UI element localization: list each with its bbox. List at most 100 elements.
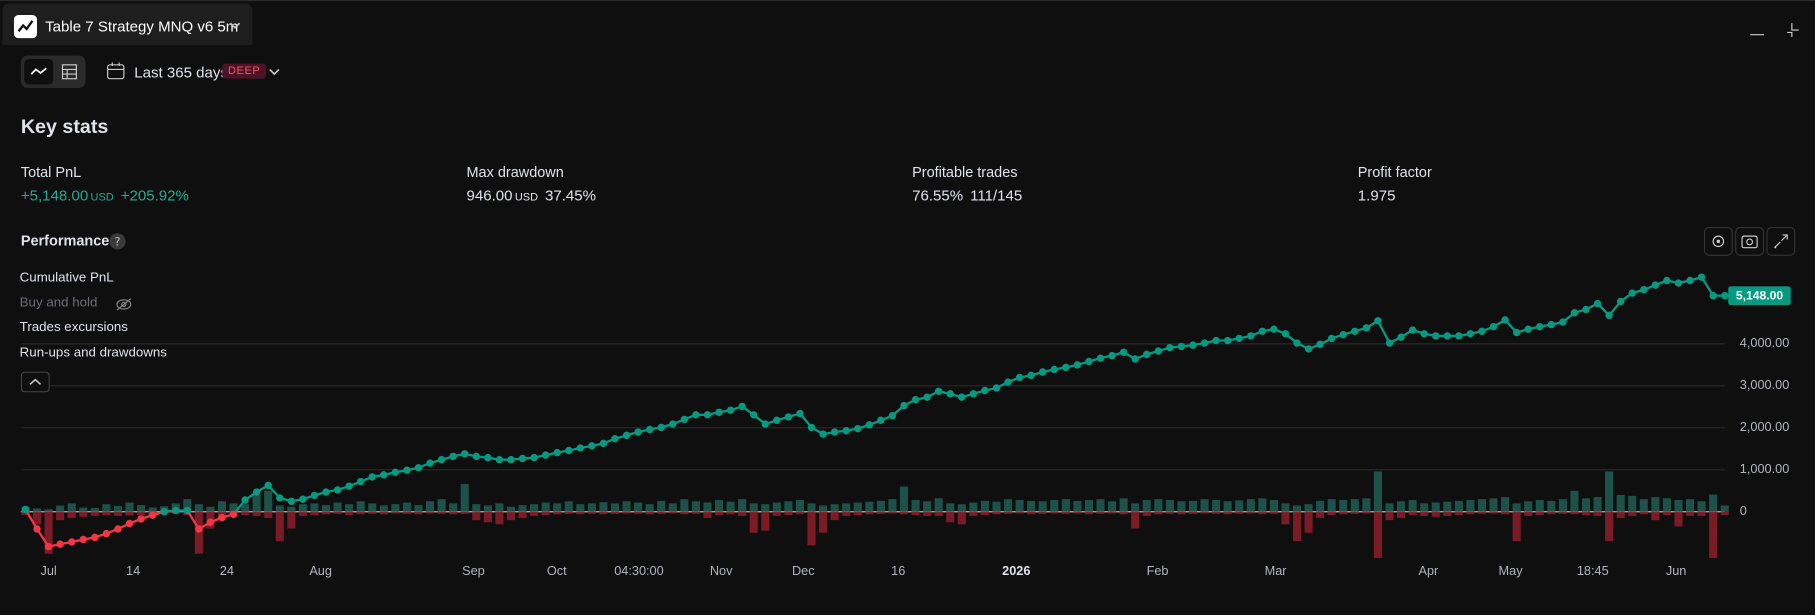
point bbox=[692, 411, 700, 419]
run-up-bar bbox=[1674, 500, 1683, 512]
run-up-bar bbox=[680, 499, 689, 512]
point bbox=[796, 409, 804, 418]
drawdown-bar bbox=[1119, 511, 1128, 515]
drawdown-bar bbox=[1015, 511, 1024, 514]
drawdown-bar bbox=[680, 511, 689, 515]
y-tick-label: 2,000.00 bbox=[1740, 419, 1790, 434]
point bbox=[79, 535, 87, 544]
run-up-bar bbox=[495, 503, 504, 512]
drawdown-bar bbox=[1697, 511, 1706, 516]
point bbox=[703, 411, 712, 419]
drawdown-bar bbox=[1408, 511, 1417, 516]
point bbox=[1050, 365, 1058, 374]
point bbox=[923, 393, 931, 401]
stat-value: +5,148.00 USD +205.92% bbox=[21, 186, 189, 203]
run-up-bar bbox=[1466, 500, 1475, 512]
drawdown-bar bbox=[1385, 511, 1394, 521]
point bbox=[680, 415, 689, 424]
run-up-bar bbox=[264, 490, 273, 512]
run-up-bar bbox=[1477, 499, 1487, 512]
calendar-icon[interactable] bbox=[106, 61, 125, 80]
window-controls[interactable] bbox=[1748, 21, 1806, 40]
run-up-bar bbox=[726, 501, 735, 512]
eye-off-icon[interactable] bbox=[116, 297, 132, 311]
legend-item[interactable]: Buy and hold bbox=[19, 296, 98, 311]
run-up-bar bbox=[1269, 500, 1278, 512]
drawdown-bar bbox=[1616, 511, 1625, 519]
point bbox=[148, 511, 157, 519]
drawdown-bar bbox=[1547, 511, 1556, 515]
extra: 111/145 bbox=[970, 186, 1023, 204]
point bbox=[368, 473, 376, 481]
drawdown-bar bbox=[923, 511, 932, 516]
chevron[interactable] bbox=[269, 67, 281, 76]
point bbox=[1501, 316, 1509, 324]
point bbox=[888, 411, 897, 420]
legend-item[interactable]: Cumulative PnL bbox=[19, 270, 114, 285]
collapse-button[interactable] bbox=[20, 371, 50, 393]
drawdown-bar bbox=[252, 511, 261, 516]
run-up-bar bbox=[830, 504, 839, 512]
run-up-bar bbox=[90, 507, 99, 512]
date-range[interactable]: Last 365 days bbox=[134, 63, 228, 82]
drawdown-bar bbox=[587, 511, 596, 514]
drawdown-bar bbox=[610, 511, 620, 514]
run-up-bar bbox=[1177, 501, 1186, 512]
run-up-bar bbox=[1420, 503, 1429, 512]
point bbox=[611, 435, 619, 443]
run-up-bar bbox=[795, 500, 805, 512]
drawdown-bar bbox=[495, 511, 504, 525]
point bbox=[44, 542, 53, 551]
point bbox=[1281, 330, 1290, 338]
drawdown-bar bbox=[576, 511, 585, 515]
table-icon[interactable] bbox=[61, 64, 77, 80]
run-up-bar bbox=[102, 504, 111, 512]
point bbox=[958, 393, 966, 401]
tab[interactable] bbox=[2, 3, 253, 46]
badge: DEEP bbox=[222, 63, 267, 79]
drawdown-bar bbox=[992, 511, 1001, 515]
point bbox=[91, 533, 99, 542]
point bbox=[21, 505, 30, 514]
point bbox=[472, 452, 480, 461]
point bbox=[1489, 322, 1498, 331]
drawdown-bar bbox=[980, 511, 989, 516]
point bbox=[530, 453, 538, 462]
point bbox=[1663, 276, 1671, 285]
chevron[interactable] bbox=[229, 21, 241, 30]
run-up-bar bbox=[1628, 495, 1637, 512]
drawdown-bar bbox=[946, 511, 955, 523]
point bbox=[1223, 336, 1232, 345]
point bbox=[252, 488, 261, 496]
stat-label: Max drawdown bbox=[466, 164, 564, 181]
run-up-bar bbox=[564, 501, 573, 512]
point bbox=[622, 431, 631, 440]
point bbox=[1304, 345, 1313, 353]
help-icon[interactable]: ? bbox=[109, 233, 126, 250]
run-up-bar bbox=[1581, 498, 1591, 512]
svg-text:?: ? bbox=[114, 234, 120, 248]
x-tick-label: Apr bbox=[1418, 563, 1439, 578]
run-up-bar bbox=[1408, 500, 1417, 512]
run-up-bar bbox=[460, 484, 469, 512]
chart-tools[interactable] bbox=[1703, 226, 1797, 257]
drawdown-bar bbox=[1720, 511, 1729, 516]
run-up-bar bbox=[1662, 498, 1671, 512]
point bbox=[1547, 320, 1556, 329]
drawdown-bar bbox=[691, 511, 700, 514]
drawdown-bar bbox=[437, 511, 446, 514]
run-up-bar bbox=[518, 505, 527, 512]
run-up-bar bbox=[1073, 500, 1082, 512]
point bbox=[1270, 325, 1278, 333]
legend-item[interactable]: Trades excursions bbox=[19, 320, 128, 335]
point bbox=[576, 444, 585, 452]
run-up-bar bbox=[437, 499, 446, 512]
point bbox=[807, 423, 816, 432]
legend-item[interactable]: Run-ups and drawdowns bbox=[19, 346, 167, 360]
point bbox=[738, 402, 746, 411]
drawdown-bar bbox=[1431, 511, 1440, 517]
drawdown-bar bbox=[460, 511, 469, 514]
run-up-bar bbox=[969, 502, 978, 512]
drawdown-bar bbox=[1246, 511, 1255, 514]
point bbox=[229, 510, 238, 518]
